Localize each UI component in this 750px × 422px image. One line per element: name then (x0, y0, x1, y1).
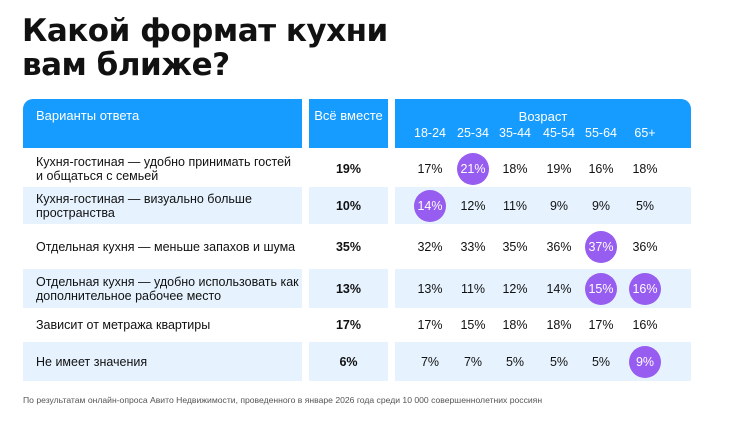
age-value: 7% (420, 354, 440, 369)
total-value: 10% (335, 198, 362, 213)
total-cell: 10% (309, 187, 388, 224)
age-value: 18% (502, 318, 528, 332)
age-value: 18% (546, 318, 572, 332)
header-total-label: Всё вместе (314, 108, 383, 123)
total-value: 6% (339, 354, 358, 369)
age-value: 7% (463, 354, 483, 369)
answer-label: Зависит от метража квартиры (36, 318, 211, 332)
age-value: 14% (546, 281, 572, 296)
answer-label: Не имеет значения (36, 354, 148, 369)
age-value: 21% (460, 161, 486, 176)
age-value: 16% (632, 281, 658, 296)
answer-label: Отдельная кухня — меньше запахов и шума (36, 239, 296, 254)
age-value: 36% (632, 239, 658, 254)
age-values-cell: 32% 33% 35% 36% 37% 36% (395, 228, 691, 265)
age-value: 36% (546, 239, 572, 254)
age-value: 9% (591, 198, 611, 213)
total-cell: 6% (309, 342, 388, 381)
age-value: 11% (460, 281, 486, 296)
age-value: 9% (549, 198, 569, 213)
table-row: Отдельная кухня — меньше запахов и шума 3… (0, 228, 750, 265)
table-row: Зависит от метража квартиры 17% 17% 15% 18% 1… (0, 310, 750, 340)
age-value: 5% (505, 354, 525, 369)
age-tick-3: 45-54 (543, 126, 575, 140)
total-value: 13% (335, 281, 362, 296)
total-cell: 35% (309, 228, 388, 265)
header-answer-label: Варианты ответа (36, 108, 140, 123)
age-value: 12% (460, 198, 486, 213)
age-value: 14% (417, 198, 443, 213)
table-row: Не имеет значения 6% 7% 7% 5% 5% 5% 9% (0, 342, 750, 381)
answer-label: Отдельная кухня — удобно использовать ка… (36, 274, 299, 303)
age-value: 18% (632, 161, 658, 176)
age-tick-1: 25-34 (457, 126, 489, 140)
age-value: 16% (632, 318, 658, 332)
answer-cell: Зависит от метража квартиры (23, 310, 302, 340)
highlight-bubble (629, 345, 661, 378)
age-value: 5% (591, 354, 611, 369)
age-values-cell: 7% 7% 5% 5% 5% 9% (395, 342, 691, 381)
highlight-bubble (629, 272, 661, 305)
age-tick-4: 55-64 (585, 126, 617, 140)
age-value: 9% (635, 354, 655, 369)
age-value: 33% (460, 239, 486, 254)
age-value: 32% (417, 239, 443, 254)
age-tick-0: 18-24 (414, 126, 446, 140)
answer-label: Кухня-гостиная — удобно принимать гостей… (36, 154, 292, 183)
age-value: 18% (502, 161, 528, 176)
age-value: 17% (417, 161, 443, 176)
age-value: 13% (417, 281, 443, 296)
table-row: Отдельная кухня — удобно использовать ка… (0, 269, 750, 308)
age-value: 19% (546, 161, 572, 176)
age-value: 15% (588, 281, 614, 296)
age-value: 17% (417, 318, 443, 332)
highlight-bubble (585, 230, 617, 263)
header-answer-cell: Варианты ответа (23, 99, 302, 148)
highlight-bubble (457, 152, 489, 185)
age-value: 16% (588, 161, 614, 176)
age-values-cell: 17% 15% 18% 18% 17% 16% (395, 310, 691, 340)
age-value: 37% (588, 239, 614, 254)
age-values-cell: 14% 12% 11% 9% 9% 5% (395, 187, 691, 224)
answer-label: Кухня-гостиная — визуально больше простр… (36, 191, 252, 220)
age-values-cell: 13% 11% 12% 14% 15% 16% (395, 269, 691, 308)
header-age-label: Возраст (518, 109, 568, 124)
total-value: 35% (335, 239, 362, 254)
answer-cell: Не имеет значения (23, 342, 302, 381)
header-age-cell: Возраст 18-24 25-34 35-44 45-54 55-64 65+ (395, 99, 691, 148)
age-value: 35% (502, 239, 528, 254)
answer-cell: Кухня-гостиная — удобно принимать гостей… (23, 150, 302, 187)
total-cell: 17% (309, 310, 388, 340)
age-value: 11% (502, 198, 528, 213)
total-cell: 19% (309, 150, 388, 187)
age-value: 15% (460, 318, 486, 332)
age-value: 17% (588, 318, 614, 332)
age-tick-5: 65+ (634, 126, 656, 140)
age-values-cell: 17% 21% 18% 19% 16% 18% (395, 150, 691, 187)
answer-cell: Отдельная кухня — удобно использовать ка… (23, 269, 302, 308)
age-value: 5% (635, 198, 655, 213)
source-footnote: По результатам онлайн-опроса Авито Недви… (23, 395, 543, 405)
page-title-line-2: вам ближе? (22, 47, 230, 83)
highlight-bubble (585, 272, 617, 305)
page-title: Какой формат кухни вам ближе? (22, 14, 542, 82)
total-value: 19% (335, 161, 362, 176)
answer-cell: Отдельная кухня — меньше запахов и шума (23, 228, 302, 265)
answer-cell: Кухня-гостиная — визуально больше простр… (23, 187, 302, 224)
age-value: 12% (502, 281, 528, 296)
table-row: Кухня-гостиная — визуально больше простр… (0, 187, 750, 224)
total-cell: 13% (309, 269, 388, 308)
page-title-line-1: Какой формат кухни (22, 13, 388, 49)
total-value: 17% (335, 318, 362, 332)
header-total-cell: Всё вместе (309, 99, 388, 148)
age-value: 5% (549, 354, 569, 369)
age-tick-2: 35-44 (499, 126, 531, 140)
table-row: Кухня-гостиная — удобно принимать гостей… (0, 150, 750, 187)
highlight-bubble (414, 189, 446, 222)
